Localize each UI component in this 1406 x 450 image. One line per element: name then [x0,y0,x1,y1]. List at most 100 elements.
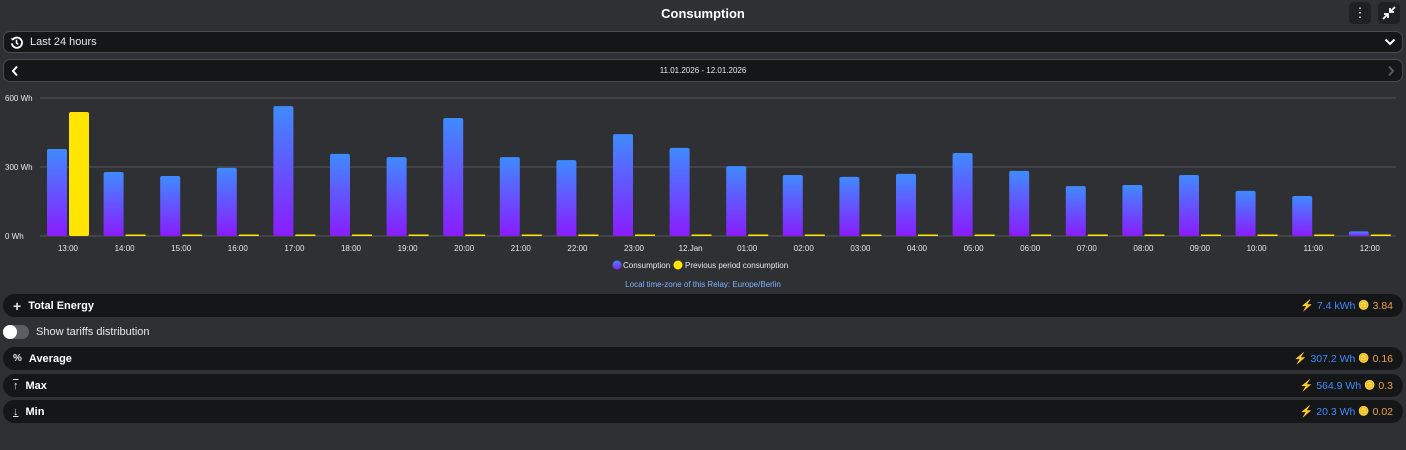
min-row[interactable]: ↓ Min ⚡ 20.3 Wh 🪙 0.02 [3,400,1403,423]
y-tick-label: 300 Wh [5,163,33,172]
previous-period-bar[interactable] [69,112,89,236]
percent-icon: % [13,353,22,364]
previous-period-bar[interactable] [125,234,146,237]
x-tick-label: 08:00 [1133,244,1154,253]
min-cost-value: 0.02 [1372,405,1393,418]
previous-period-bar[interactable] [1314,234,1335,237]
bolt-icon: ⚡ [1299,406,1314,418]
history-icon [10,36,23,49]
consumption-bar[interactable] [499,157,520,236]
consumption-bar[interactable] [1179,175,1199,236]
previous-period-bar[interactable] [1087,234,1108,237]
legend-label-previous[interactable]: Previous period consumption [685,261,788,270]
consumption-bar[interactable] [782,175,803,236]
consumption-bar[interactable] [1235,190,1256,236]
consumption-bar[interactable] [726,166,747,236]
max-row[interactable]: ↑ Max ⚡ 564.9 Wh 🪙 0.3 [3,374,1403,397]
range-select-value: Last 24 hours [30,36,97,48]
consumption-bar[interactable] [160,175,181,236]
bolt-icon: ⚡ [1300,300,1314,312]
consumption-bar[interactable] [216,167,237,236]
x-tick-label: 12.Jan [679,244,703,253]
min-energy-value: 20.3 Wh [1316,405,1356,418]
previous-period-bar[interactable] [1144,234,1165,237]
more-menu-button[interactable]: ⋮ [1349,2,1371,24]
x-tick-label: 13:00 [58,244,79,253]
average-row[interactable]: % Average ⚡ 307.2 Wh 🪙 0.16 [3,347,1403,370]
consumption-bar[interactable] [443,118,464,236]
x-tick-label: 21:00 [511,244,532,253]
x-tick-label: 11:00 [1303,244,1323,253]
x-tick-label: 05:00 [964,244,985,253]
y-tick-label: 600 Wh [5,94,33,103]
previous-period-bar[interactable] [748,234,769,237]
collapse-arrows-icon [1382,6,1396,20]
previous-period-bar[interactable] [521,234,542,237]
coins-icon: 🪙 [1358,300,1370,310]
consumption-bar[interactable] [1065,186,1086,236]
previous-period-bar[interactable] [691,234,712,237]
x-tick-label: 10:00 [1247,244,1268,253]
tariffs-toggle[interactable] [3,325,29,339]
total-energy-row[interactable]: + Total Energy ⚡ 7.4 kWh 🪙 3.84 [3,294,1403,317]
total-energy-label: Total Energy [28,299,94,312]
next-period-button[interactable] [1387,65,1395,77]
consumption-bar[interactable] [839,176,860,236]
previous-period-bar[interactable] [1257,234,1278,237]
page-title: Consumption [661,6,745,21]
collapse-button[interactable] [1378,2,1400,24]
average-label: Average [28,352,72,365]
previous-period-bar[interactable] [578,234,599,237]
consumption-bar[interactable] [273,106,294,236]
consumption-bar[interactable] [669,147,690,236]
consumption-bar[interactable] [47,149,67,236]
consumption-bar[interactable] [952,152,973,236]
arrow-up-bar-icon: ↑ [13,379,19,392]
x-tick-label: 03:00 [850,244,871,253]
legend-label-consumption[interactable]: Consumption [623,261,670,270]
total-energy-value: 7.4 kWh [1316,299,1356,312]
arrow-down-bar-icon: ↓ [13,405,19,418]
consumption-bar[interactable] [330,153,350,236]
previous-period-bar[interactable] [918,234,938,237]
max-label: Max [25,379,47,392]
max-cost-value: 0.3 [1378,379,1393,392]
consumption-bar[interactable] [1292,195,1313,236]
consumption-bar[interactable] [103,172,124,236]
consumption-bar[interactable] [896,173,916,236]
previous-period-bar[interactable] [238,234,259,237]
tariffs-toggle-label: Show tariffs distribution [36,326,150,338]
x-tick-label: 04:00 [907,244,928,253]
previous-period-button[interactable] [11,65,19,77]
consumption-bar[interactable] [386,157,407,236]
range-select[interactable]: Last 24 hours [3,31,1403,53]
consumption-bar[interactable] [1348,231,1369,236]
consumption-bar[interactable] [613,134,633,236]
previous-period-bar[interactable] [408,234,429,237]
previous-period-bar[interactable] [861,234,882,237]
previous-period-bar[interactable] [1201,234,1221,237]
previous-period-bar[interactable] [465,234,486,237]
previous-period-bar[interactable] [1031,234,1052,237]
consumption-bar[interactable] [556,160,577,236]
x-tick-label: 09:00 [1190,244,1211,253]
previous-period-bar[interactable] [1370,234,1391,237]
previous-period-bar[interactable] [352,234,372,237]
consumption-bar[interactable] [1009,170,1030,236]
x-tick-label: 16:00 [228,244,249,253]
x-tick-label: 02:00 [794,244,815,253]
x-tick-label: 22:00 [567,244,588,253]
chart-legend: Consumption Previous period consumption [612,260,788,270]
coins-icon: 🪙 [1358,406,1370,416]
plus-icon: + [13,297,22,314]
x-tick-label: 17:00 [284,244,305,253]
previous-period-bar[interactable] [635,234,655,237]
y-tick-label: 0 Wh [5,232,24,241]
min-label: Min [25,405,45,418]
previous-period-bar[interactable] [295,234,316,237]
previous-period-bar[interactable] [182,234,203,237]
date-range-label: 11.01.2026 - 12.01.2026 [659,66,747,75]
consumption-bar[interactable] [1122,184,1143,236]
previous-period-bar[interactable] [804,234,825,237]
previous-period-bar[interactable] [974,234,995,237]
